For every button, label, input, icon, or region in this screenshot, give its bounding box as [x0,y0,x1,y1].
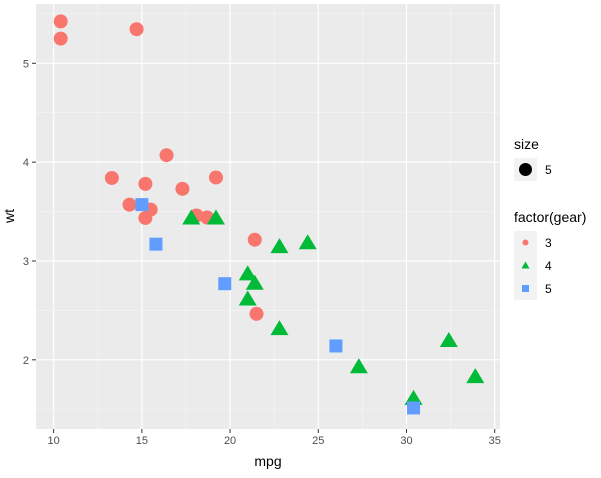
data-point-gear-4 [182,209,201,225]
legend-size: size 5 [514,136,552,181]
x-axis-ticks: 10 15 20 25 30 35 [48,429,501,447]
legend-gear-title: factor(gear) [514,209,586,225]
data-point-gear-3 [175,181,190,196]
data-point-gear-3 [104,170,119,185]
legend-gear-label-5: 5 [545,282,552,296]
data-point-gear-4 [439,332,458,348]
legend-gear-label-4: 4 [545,259,552,273]
legend-gear-key-3 [522,239,529,246]
x-axis-label: mpg [254,453,281,469]
x-tick-label: 25 [312,435,324,447]
data-point-gear-3 [249,306,264,321]
y-tick-label: 2 [23,355,29,367]
y-tick-label: 4 [23,157,29,169]
y-tick-label: 5 [23,58,29,70]
data-point-gear-4 [206,209,225,225]
legend-factor-gear: factor(gear) 3 4 5 [514,209,586,300]
data-point-gear-4 [349,358,368,374]
data-point-gear-4 [245,274,264,290]
x-tick-label: 20 [224,435,236,447]
legend-size-key [519,163,532,176]
data-point-gear-5 [135,198,149,212]
data-point-gear-3 [53,31,68,46]
data-point-gear-3 [129,22,144,37]
x-tick-label: 35 [489,435,501,447]
data-point-gear-3 [138,210,153,225]
data-point-gear-3 [53,14,68,29]
data-point-gear-3 [138,176,153,191]
x-tick-label: 30 [400,435,412,447]
x-tick-label: 15 [136,435,148,447]
data-point-gear-5 [149,237,163,251]
legend-gear-label-3: 3 [545,236,552,250]
data-point-gear-5 [218,277,232,291]
data-point-gear-3 [122,197,137,212]
y-axis-label: wt [1,209,17,224]
data-point-gear-4 [270,320,289,336]
data-point-gear-4 [238,290,257,306]
legend-size-label: 5 [545,163,552,177]
data-point-gear-4 [404,389,423,405]
data-point-gear-4 [270,238,289,254]
data-points [53,14,485,415]
minor-grid [36,4,500,429]
x-tick-label: 10 [48,435,60,447]
data-point-gear-4 [238,265,257,281]
data-point-gear-3 [247,232,262,247]
legend-size-title: size [514,136,539,152]
legend-gear-key-4 [521,261,530,269]
data-point-gear-3 [208,170,223,185]
y-axis-ticks: 2 3 4 5 [23,58,36,367]
data-point-gear-4 [466,368,485,384]
major-grid [36,4,500,429]
panel-background [36,4,500,429]
y-tick-label: 3 [23,256,29,268]
data-point-gear-4 [298,234,317,250]
data-point-gear-5 [329,339,343,353]
legend-gear-key-5 [522,285,529,292]
data-point-gear-3 [159,148,174,163]
data-point-gear-5 [407,401,421,415]
